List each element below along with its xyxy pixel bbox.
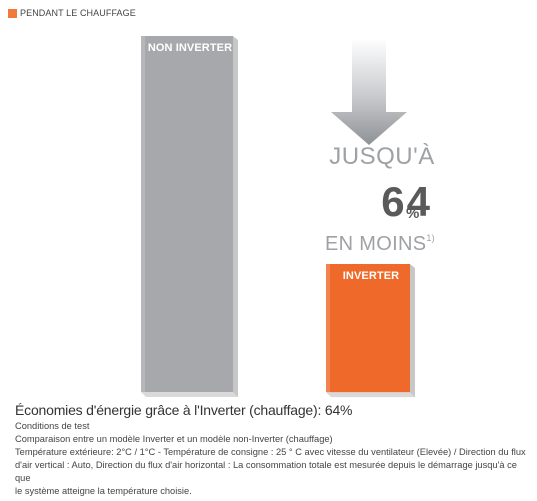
caption-title: Économies d'énergie grâce à l'Inverter (… xyxy=(15,402,353,418)
bar-non-inverter-shape xyxy=(141,36,238,397)
legend-swatch xyxy=(8,8,17,18)
caption-line: d'air vertical : Auto, Direction du flux… xyxy=(15,460,517,483)
caption-line: Comparaison entre un modèle Inverter et … xyxy=(15,434,333,444)
annotation-line3: EN MOINS1) xyxy=(322,233,438,256)
caption: Économies d'énergie grâce à l'Inverter (… xyxy=(15,402,530,498)
bar-chart: NON INVERTER INVERTER JUSQU'À 64 % EN MO… xyxy=(141,36,438,398)
bar-rect xyxy=(141,36,233,392)
caption-line: le système atteigne la température chois… xyxy=(15,486,192,496)
bar-inverter-shape xyxy=(326,263,415,397)
bar-side-shadow xyxy=(233,36,238,397)
caption-line: Température extérieure: 2°C / 1°C - Temp… xyxy=(15,447,526,457)
legend-label: PENDANT LE CHAUFFAGE xyxy=(20,8,136,18)
annotation-unit: % xyxy=(406,205,420,222)
bar-side-shadow xyxy=(410,263,415,397)
bar-inverter: INVERTER xyxy=(326,263,416,398)
annotation-line3-text: EN MOINS xyxy=(325,233,427,255)
bar-bottom-shadow xyxy=(326,391,415,397)
legend: PENDANT LE CHAUFFAGE xyxy=(8,8,136,18)
annotation-footnote: 1) xyxy=(426,233,435,243)
bar-non-inverter: NON INVERTER xyxy=(141,36,239,398)
bar-bottom-shadow xyxy=(141,392,238,397)
bar-rect xyxy=(326,263,410,392)
annotation-value: 64 xyxy=(381,178,432,225)
annotation-line1: JUSQU'À xyxy=(329,143,435,170)
bar-label-non-inverter: NON INVERTER xyxy=(147,42,233,54)
bar-label-inverter: INVERTER xyxy=(342,269,400,282)
caption-line: Conditions de test xyxy=(15,421,90,431)
bar-highlight xyxy=(141,36,145,392)
arrow-down-icon xyxy=(331,38,407,145)
bar-highlight xyxy=(326,263,330,392)
